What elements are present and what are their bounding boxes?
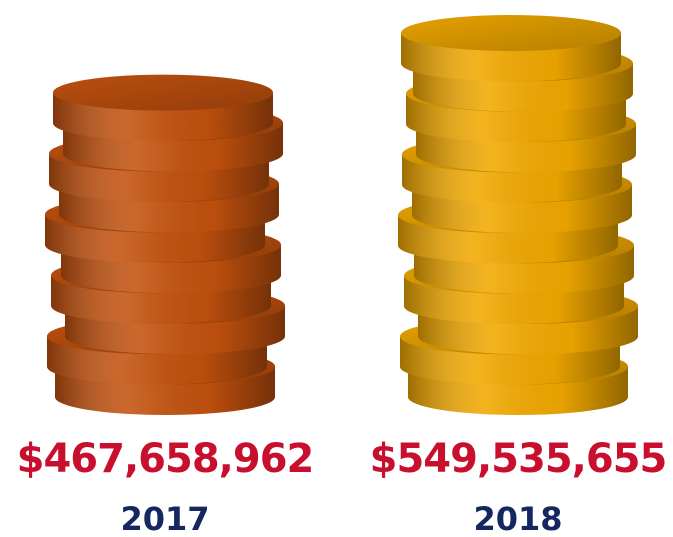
year-label: 2017: [120, 500, 209, 537]
coin-stack: [45, 74, 285, 415]
coin-top-shade: [401, 15, 621, 51]
value-label: $467,658,962: [17, 436, 314, 482]
coin-top-shade: [53, 74, 273, 111]
value-label: $549,535,655: [370, 436, 667, 482]
coin-stack: [398, 15, 638, 415]
year-label: 2018: [473, 500, 562, 537]
